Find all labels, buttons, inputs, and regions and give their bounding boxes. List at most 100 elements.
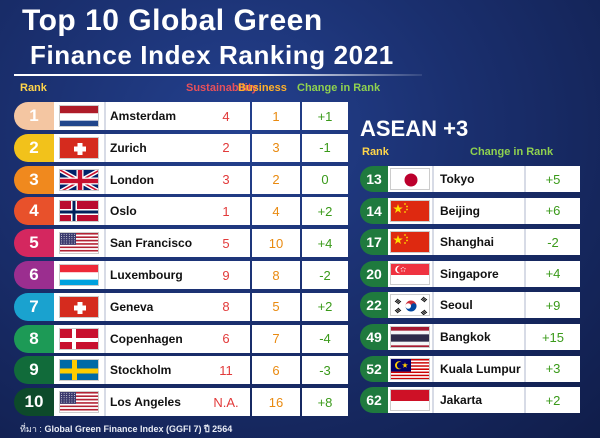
sustainability-rank: 6 — [202, 324, 250, 353]
flag-cell — [54, 388, 104, 417]
change-in-rank: +9 — [524, 292, 580, 319]
rank-badge: 7 — [14, 292, 54, 321]
rank-badge: 6 — [14, 261, 54, 289]
business-rank: 3 — [252, 133, 300, 162]
asean-row-kuala-lumpur: 52 Kuala Lumpur +3 — [360, 355, 580, 382]
asean-rank-badge: 17 — [360, 229, 388, 256]
flag-cell — [388, 260, 432, 287]
sustainability-rank: 5 — [202, 229, 250, 258]
asean-change-header: Change in Rank — [470, 146, 554, 158]
global-row-luxembourg: 6 Luxembourg 9 8 -2 — [14, 261, 348, 289]
city-name: Bangkok — [432, 324, 524, 350]
malaysia-flag-icon — [390, 357, 430, 380]
flag-cell — [54, 261, 104, 289]
sustainability-rank: 4 — [202, 102, 250, 130]
business-rank: 16 — [252, 388, 300, 417]
rank-badge: 2 — [14, 133, 54, 162]
source-note: ที่มา : Global Green Finance Index (GGFI… — [20, 422, 232, 436]
change-in-rank: -2 — [524, 229, 580, 256]
business-rank: 4 — [252, 197, 300, 226]
city-name: Amsterdam — [104, 102, 208, 130]
asean-rank-badge: 20 — [360, 260, 388, 287]
sustainability-rank: 11 — [202, 356, 250, 385]
asean-row-tokyo: 13 Tokyo +5 — [360, 166, 580, 192]
city-name: San Francisco — [104, 229, 208, 258]
change-header: Change in Rank — [297, 82, 381, 94]
title-line-1: Top 10 Global Green — [22, 4, 323, 37]
rank-badge: 9 — [14, 356, 54, 385]
change-in-rank: +1 — [302, 102, 348, 130]
switzerland-flag-icon — [59, 136, 99, 159]
japan-flag-icon — [390, 168, 430, 190]
city-name: Kuala Lumpur — [432, 355, 524, 382]
change-in-rank: -4 — [302, 324, 348, 353]
sweden-flag-icon — [59, 359, 99, 382]
usa-flag-icon — [59, 232, 99, 255]
china-flag-icon — [390, 231, 430, 254]
change-in-rank: +2 — [302, 292, 348, 321]
global-row-zurich: 2 Zurich 2 3 -1 — [14, 133, 348, 162]
asean-rank-header: Rank — [362, 146, 389, 158]
rank-badge: 8 — [14, 324, 54, 353]
city-name: Oslo — [104, 197, 208, 226]
source-prefix: ที่มา : — [20, 424, 42, 434]
global-row-stockholm: 9 Stockholm 11 6 -3 — [14, 356, 348, 385]
business-rank: 6 — [252, 356, 300, 385]
city-name: Jakarta — [432, 387, 524, 414]
city-name: Tokyo — [432, 166, 524, 192]
sustainability-rank: 1 — [202, 197, 250, 226]
title-divider — [14, 74, 422, 76]
global-row-los-angeles: 10 Los Angeles N.A. 16 +8 — [14, 388, 348, 417]
change-in-rank: +8 — [302, 388, 348, 417]
asean-rank-badge: 14 — [360, 197, 388, 224]
singapore-flag-icon — [390, 262, 430, 285]
flag-cell — [54, 165, 104, 194]
asean-rank-badge: 62 — [360, 387, 388, 414]
asean-title: ASEAN +3 — [360, 116, 469, 141]
change-in-rank: -3 — [302, 356, 348, 385]
south-korea-flag-icon — [390, 294, 430, 317]
flag-cell — [388, 355, 432, 382]
flag-cell — [54, 197, 104, 226]
flag-cell — [54, 292, 104, 321]
global-row-oslo: 4 Oslo 1 4 +2 — [14, 197, 348, 226]
source-text: Global Green Finance Index (GGFI 7) ปี 2… — [44, 424, 233, 434]
business-header: Business — [238, 82, 287, 94]
change-in-rank: +2 — [302, 197, 348, 226]
luxembourg-flag-icon — [59, 264, 99, 286]
city-name: Seoul — [432, 292, 524, 319]
city-name: Stockholm — [104, 356, 208, 385]
indonesia-flag-icon — [390, 389, 430, 412]
flag-cell — [388, 387, 432, 414]
change-in-rank: +4 — [524, 260, 580, 287]
switzerland-flag-icon — [59, 295, 99, 318]
denmark-flag-icon — [59, 327, 99, 350]
change-in-rank: +4 — [302, 229, 348, 258]
asean-rank-badge: 52 — [360, 355, 388, 382]
change-in-rank: -1 — [302, 133, 348, 162]
change-in-rank: +3 — [524, 355, 580, 382]
asean-row-seoul: 22 Seoul +9 — [360, 292, 580, 319]
change-in-rank: +6 — [524, 197, 580, 224]
city-name: Zurich — [104, 133, 208, 162]
change-in-rank: -2 — [302, 261, 348, 289]
flag-cell — [54, 229, 104, 258]
asean-row-shanghai: 17 Shanghai -2 — [360, 229, 580, 256]
business-rank: 10 — [252, 229, 300, 258]
usa-flag-icon — [59, 391, 99, 414]
flag-cell — [54, 133, 104, 162]
change-in-rank: 0 — [302, 165, 348, 194]
asean-row-beijing: 14 Beijing +6 — [360, 197, 580, 224]
flag-cell — [54, 102, 104, 130]
flag-cell — [388, 166, 432, 192]
business-rank: 8 — [252, 261, 300, 289]
change-in-rank: +15 — [524, 324, 580, 350]
change-in-rank: +2 — [524, 387, 580, 414]
asean-rank-badge: 22 — [360, 292, 388, 319]
business-rank: 7 — [252, 324, 300, 353]
sustainability-rank: 2 — [202, 133, 250, 162]
asean-row-singapore: 20 Singapore +4 — [360, 260, 580, 287]
sustainability-rank: N.A. — [202, 388, 250, 417]
rank-header: Rank — [20, 82, 47, 94]
city-name: Geneva — [104, 292, 208, 321]
